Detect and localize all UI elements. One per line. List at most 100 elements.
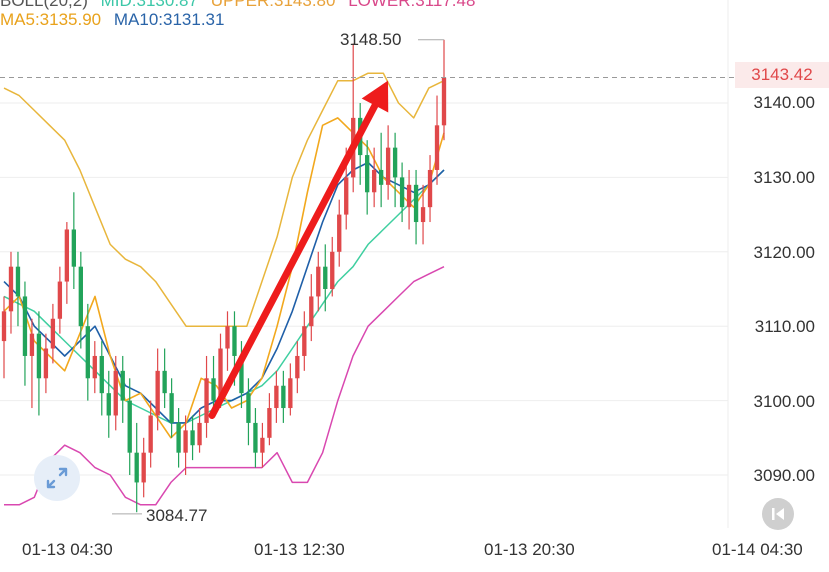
candle-body: [302, 326, 307, 356]
candle-body: [246, 393, 251, 423]
candle-body: [413, 184, 419, 223]
candle-body: [316, 266, 321, 297]
candle-body: [218, 348, 223, 401]
candle-body: [385, 147, 391, 185]
candle: [22, 281, 28, 386]
candle-body: [239, 355, 244, 394]
candle-body: [148, 415, 153, 453]
rewind-button[interactable]: [762, 498, 794, 530]
candle-body: [113, 370, 118, 416]
candle: [71, 192, 77, 289]
expand-button[interactable]: [34, 455, 80, 501]
candle: [169, 378, 174, 438]
candle-body: [267, 408, 272, 438]
candle-body: [281, 385, 286, 409]
candle-body: [169, 393, 174, 423]
candle-body: [155, 370, 160, 416]
candle: [427, 155, 433, 223]
chart-grid: [0, 0, 729, 528]
boll-legend: BOLL(20,2) MID:3130.87 UPPER:3143.80 LOW…: [0, 0, 483, 11]
candle-body: [106, 393, 111, 416]
y-tick-label: 3090.00: [753, 466, 815, 485]
mid-band-line: [3, 169, 445, 424]
candle: [183, 415, 188, 475]
candle-body: [183, 430, 188, 453]
candle-body: [57, 281, 63, 319]
candle: [371, 147, 377, 208]
candle: [15, 251, 21, 327]
candle: [99, 341, 104, 416]
candle: [225, 311, 230, 371]
candle-body: [50, 318, 56, 349]
y-tick-label: 3100.00: [753, 392, 815, 411]
candle-body: [120, 370, 125, 401]
candle-body: [399, 177, 405, 208]
trend-arrow-shaft: [208, 101, 379, 419]
candle-body: [134, 452, 139, 483]
candle-body: [85, 326, 90, 379]
candle: [127, 378, 132, 475]
candle: [148, 400, 153, 468]
candle-body: [323, 266, 328, 289]
ma10-value: MA10:3131.31: [113, 10, 225, 29]
candle-body: [64, 229, 70, 282]
candle: [406, 169, 412, 230]
candle-body: [8, 266, 14, 312]
candle-body: [15, 266, 21, 297]
candle-body: [365, 155, 370, 193]
candle: [385, 125, 391, 200]
candle: [441, 39, 447, 141]
expand-icon: [46, 467, 68, 489]
candle: [106, 370, 111, 438]
upper-band-line: [3, 72, 445, 327]
boll-label: BOLL(20,2): [0, 0, 88, 10]
candle: [8, 251, 14, 334]
candle: [64, 222, 70, 304]
rewind-icon: [772, 508, 784, 520]
candle: [155, 348, 160, 431]
high-price-annotation: 3148.50: [340, 30, 402, 49]
candle: [246, 378, 251, 446]
candle: [50, 303, 56, 364]
candlesticks: [1, 39, 447, 513]
candle: [92, 341, 97, 394]
candle: [113, 355, 118, 431]
candle-body: [29, 333, 35, 356]
candle-body: [43, 348, 49, 379]
low-price-annotation: 3084.77: [146, 506, 208, 525]
candle-body: [378, 169, 384, 185]
candle-body: [392, 147, 398, 178]
candle-body: [330, 251, 335, 289]
candle-body: [295, 355, 300, 379]
candle-body: [274, 385, 279, 409]
upper-value: UPPER:3143.80: [210, 0, 336, 10]
candle-body: [420, 207, 426, 223]
candle-body: [309, 296, 314, 327]
candle-body: [127, 400, 132, 453]
candle: [162, 348, 167, 409]
candle-body: [232, 326, 237, 356]
candle-body: [22, 296, 28, 356]
candle-body: [141, 452, 146, 483]
candle: [323, 244, 328, 312]
candle-body: [36, 333, 42, 379]
candle: [134, 422, 139, 513]
x-tick-label: 01-14 04:30: [712, 540, 803, 559]
candle-body: [441, 77, 447, 126]
candle-body: [92, 355, 97, 379]
y-tick-label: 3140.00: [753, 93, 815, 112]
candle: [274, 370, 279, 423]
candle: [1, 296, 7, 379]
ma5-value: MA5:3135.90: [0, 10, 102, 29]
candle-body: [406, 184, 412, 208]
candle-body: [99, 355, 104, 394]
candle-body: [434, 125, 440, 170]
candle: [420, 184, 426, 245]
candle-body: [1, 311, 7, 342]
candle-body: [162, 370, 167, 394]
candle: [351, 43, 356, 193]
candle: [295, 341, 300, 394]
candle-body: [344, 177, 349, 215]
candle: [85, 303, 90, 401]
